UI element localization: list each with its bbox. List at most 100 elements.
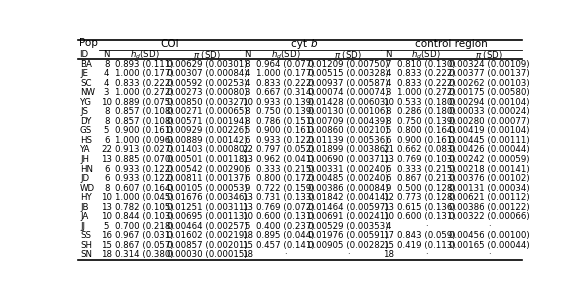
Text: 0.933 (0.122): 0.933 (0.122) [115,174,174,183]
Text: 16: 16 [101,231,112,240]
Text: ·: · [425,222,428,231]
Text: SN: SN [80,250,92,260]
Text: 0.01251 (0.00311): 0.01251 (0.00311) [167,203,248,212]
Text: 3: 3 [245,88,250,97]
Text: 13: 13 [101,203,112,212]
Text: 1.000 (0.272): 1.000 (0.272) [115,88,174,97]
Text: $\pi$ (SD): $\pi$ (SD) [194,48,222,61]
Text: 13: 13 [242,155,253,164]
Text: 13: 13 [242,193,253,202]
Text: 0.457 (0.141): 0.457 (0.141) [256,241,315,250]
Text: 4: 4 [245,69,250,78]
Text: 0.662 (0.083): 0.662 (0.083) [397,146,456,154]
Text: 15: 15 [101,241,112,250]
Text: 0.769 (0.072): 0.769 (0.072) [256,203,315,212]
Text: 0.00571 (0.00194): 0.00571 (0.00194) [167,117,247,126]
Text: $h_d$(SD): $h_d$(SD) [270,48,300,61]
Text: BA: BA [80,60,92,69]
Text: 6: 6 [245,136,250,145]
Text: 18: 18 [242,231,253,240]
Text: 0.731 (0.133): 0.731 (0.133) [256,193,315,202]
Text: 8: 8 [104,184,109,193]
Text: 10: 10 [101,98,112,107]
Text: 0.00074 (0.00074): 0.00074 (0.00074) [308,88,388,97]
Text: WD: WD [80,184,95,193]
Text: 0.00419 (0.00104): 0.00419 (0.00104) [449,127,529,135]
Text: 0.00695 (0.00113): 0.00695 (0.00113) [167,212,247,221]
Text: 12: 12 [383,193,394,202]
Text: 8: 8 [104,107,109,116]
Text: 0.933 (0.122): 0.933 (0.122) [115,165,174,173]
Text: 0.00376 (0.00102): 0.00376 (0.00102) [449,174,529,183]
Text: 0.01842 (0.00414): 0.01842 (0.00414) [308,193,388,202]
Text: 4: 4 [386,69,391,78]
Text: HS: HS [80,136,92,145]
Text: ·: · [284,250,287,260]
Text: JE: JE [80,69,88,78]
Text: 6: 6 [104,174,109,183]
Text: 0.01676 (0.00346): 0.01676 (0.00346) [167,193,248,202]
Text: JD: JD [80,174,89,183]
Text: 0.885 (0.070): 0.885 (0.070) [115,155,174,164]
Text: 0.857 (0.108): 0.857 (0.108) [115,107,174,116]
Text: 0.01464 (0.00597): 0.01464 (0.00597) [308,203,388,212]
Text: N: N [104,50,110,59]
Text: 0.893 (0.111): 0.893 (0.111) [115,60,174,69]
Text: control region: control region [415,39,488,49]
Text: b: b [311,39,317,49]
Text: 0.600 (0.131): 0.600 (0.131) [397,212,456,221]
Text: 0.00889 (0.00142): 0.00889 (0.00142) [167,136,247,145]
Text: 0.00273 (0.00080): 0.00273 (0.00080) [167,88,248,97]
Text: 0.967 (0.031): 0.967 (0.031) [115,231,174,240]
Text: 4: 4 [104,79,109,88]
Text: 0.00218 (0.00141): 0.00218 (0.00141) [449,165,529,173]
Text: 0.773 (0.128): 0.773 (0.128) [397,193,456,202]
Text: 0.00386 (0.00084): 0.00386 (0.00084) [308,184,388,193]
Text: 8: 8 [386,107,391,116]
Text: 0.615 (0.136): 0.615 (0.136) [397,203,456,212]
Text: 9: 9 [386,184,391,193]
Text: 0.00271 (0.00065): 0.00271 (0.00065) [167,107,248,116]
Text: 0.867 (0.057): 0.867 (0.057) [115,241,174,250]
Text: 0.700 (0.218): 0.700 (0.218) [115,222,174,231]
Text: 0.00857 (0.00201): 0.00857 (0.00201) [167,241,248,250]
Text: JS: JS [80,107,88,116]
Text: 0.833 (0.222): 0.833 (0.222) [256,79,315,88]
Text: 0.00860 (0.00210): 0.00860 (0.00210) [308,127,388,135]
Text: SC: SC [80,79,91,88]
Text: 1.000 (0.272): 1.000 (0.272) [397,88,456,97]
Text: N: N [245,50,251,59]
Text: 0.00811 (0.00137): 0.00811 (0.00137) [167,174,248,183]
Text: 0.833 (0.222): 0.833 (0.222) [397,79,456,88]
Text: SS: SS [80,231,91,240]
Text: 17: 17 [383,231,394,240]
Text: 0.333 (0.215): 0.333 (0.215) [256,165,315,173]
Text: 0.962 (0.041): 0.962 (0.041) [256,155,315,164]
Text: 0.01428 (0.00603): 0.01428 (0.00603) [308,98,388,107]
Text: 0.00322 (0.00066): 0.00322 (0.00066) [449,212,529,221]
Text: 0.797 (0.052): 0.797 (0.052) [256,146,315,154]
Text: 3: 3 [386,88,391,97]
Text: 15: 15 [383,241,394,250]
Text: 0.00262 (0.00103): 0.00262 (0.00103) [449,79,529,88]
Text: 0.769 (0.103): 0.769 (0.103) [397,155,456,164]
Text: 0.750 (0.139): 0.750 (0.139) [256,107,315,116]
Text: 0.533 (0.180): 0.533 (0.180) [397,98,456,107]
Text: 15: 15 [242,241,253,250]
Text: 8: 8 [245,60,250,69]
Text: 0.00324 (0.00109): 0.00324 (0.00109) [449,60,529,69]
Text: 6: 6 [386,165,391,173]
Text: ·: · [488,222,491,231]
Text: 0.786 (0.151): 0.786 (0.151) [256,117,315,126]
Text: 8: 8 [104,117,109,126]
Text: 0.314 (0.380): 0.314 (0.380) [115,250,174,260]
Text: 4: 4 [245,79,250,88]
Text: 0.600 (0.131): 0.600 (0.131) [256,212,315,221]
Text: 0.722 (0.159): 0.722 (0.159) [256,184,315,193]
Text: 13: 13 [383,203,394,212]
Text: 0.913 (0.027): 0.913 (0.027) [115,146,174,154]
Text: 22: 22 [242,146,253,154]
Text: 0.00592 (0.00253): 0.00592 (0.00253) [167,79,247,88]
Text: 5: 5 [104,127,109,135]
Text: 10: 10 [101,193,112,202]
